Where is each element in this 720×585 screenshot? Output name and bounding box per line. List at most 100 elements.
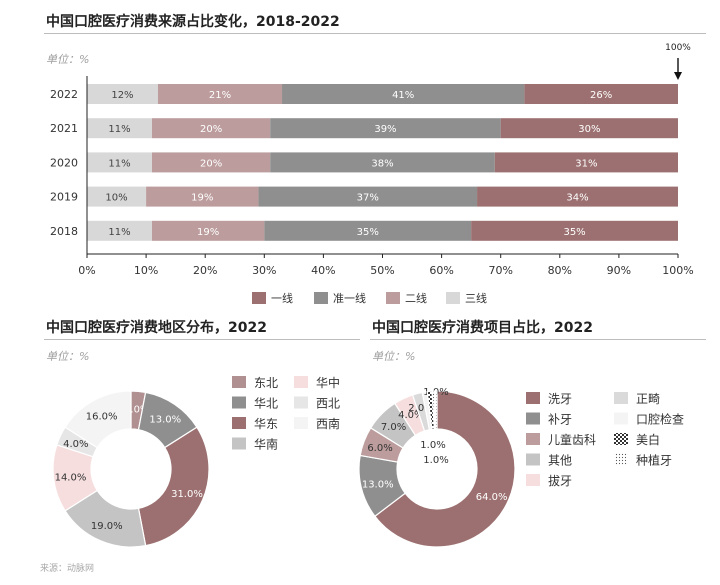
bar-value-label: 35% — [357, 227, 379, 238]
donut-value-label: 1.0% — [420, 440, 445, 451]
donut-slice-cleaning — [374, 390, 516, 548]
x-tick-label: 70% — [488, 264, 512, 277]
legend-label: 西北 — [316, 397, 340, 411]
bar-value-label: 38% — [371, 158, 393, 169]
bar-segment-tier2 — [157, 84, 283, 104]
donut-value-label: 7.0% — [381, 422, 406, 433]
legend-swatch-central — [294, 376, 308, 388]
x-tick-label: 20% — [193, 264, 217, 277]
legend-swatch-filling — [526, 412, 540, 425]
bar-value-label: 19% — [197, 227, 219, 238]
project-chart-title: 中国口腔医疗消费项目占比，2022 — [372, 320, 593, 336]
bar-value-label: 11% — [108, 158, 130, 169]
legend-label: 西南 — [316, 416, 340, 431]
donut-value-label: 19.0% — [91, 521, 123, 532]
legend-swatch-cleaning — [526, 392, 540, 404]
bar-segment-tier2 — [152, 152, 271, 173]
x-tick-label: 30% — [252, 264, 276, 277]
bar-segment-tier1 — [494, 152, 678, 173]
bar-value-label: 37% — [357, 193, 379, 204]
legend-label: 洗牙 — [548, 392, 572, 406]
x-tick-label: 60% — [429, 264, 453, 277]
bar-segment-tier3 — [87, 84, 158, 104]
total-marker-label: 100% — [665, 43, 691, 53]
legend-label: 二线 — [405, 291, 427, 305]
bar-value-label: 12% — [111, 90, 133, 101]
bar-value-label: 39% — [374, 124, 396, 135]
region-title-rule — [44, 339, 360, 340]
legend-swatch-southwest — [294, 417, 308, 429]
year-tick-label: 2020 — [50, 156, 78, 169]
x-tick-label: 90% — [607, 264, 631, 277]
bar-value-label: 20% — [200, 124, 222, 135]
legend-swatch-other — [526, 453, 540, 466]
legend-label: 正畸 — [636, 392, 660, 406]
bar-value-label: 31% — [575, 158, 597, 169]
legend-swatch-northwest — [294, 396, 308, 409]
bar-segment-tier2 — [146, 186, 259, 207]
donut-value-label: 64.0% — [476, 492, 508, 503]
legend-label: 华南 — [254, 437, 278, 452]
bar-value-label: 41% — [392, 90, 414, 101]
legend-label: 其他 — [548, 454, 572, 468]
bar-value-label: 35% — [563, 227, 585, 238]
legend-label: 准一线 — [333, 291, 366, 305]
x-tick-label: 80% — [548, 264, 572, 277]
donut-value-label: 16.0% — [86, 412, 118, 423]
bar-segment-tier1 — [471, 220, 678, 241]
bar-segment-tier3 — [87, 186, 147, 207]
region-donut: 3.0%13.0% 31.0% 19.0% 14.0% 4.0% 16.0% — [52, 390, 210, 548]
stacked-bar-chart: 2022 12% 21% 41% 26% 2021 11% 20% 39% 30% 2020 11% 2… — [50, 43, 694, 305]
donut-value-label: 4.0% — [398, 410, 423, 421]
bar-value-label: 11% — [108, 124, 130, 135]
bar-segment-tier_new1 — [270, 152, 495, 173]
legend-swatch-north — [232, 396, 246, 409]
legend-label: 儿童齿科 — [548, 432, 596, 447]
legend-swatch-orthodontics — [614, 392, 628, 404]
year-tick-label: 2018 — [50, 225, 78, 238]
legend-label: 华中 — [316, 375, 340, 390]
legend-label: 一线 — [271, 291, 293, 305]
bar-segment-tier3 — [87, 220, 153, 241]
legend-swatch-tier2 — [386, 292, 400, 304]
legend-label: 三线 — [465, 291, 487, 305]
legend-swatch-tier3 — [446, 292, 460, 304]
bar-segment-tier1 — [524, 84, 678, 104]
legend-swatch-extraction — [526, 474, 540, 486]
stacked-unit-label: 单位：% — [46, 53, 90, 66]
bar-segment-tier3 — [87, 118, 153, 139]
legend-swatch-tier_new1 — [314, 292, 328, 304]
bar-segment-tier2 — [152, 220, 265, 241]
legend-label: 补牙 — [548, 413, 572, 427]
stacked-chart-title: 中国口腔医疗消费来源占比变化，2018-2022 — [46, 14, 340, 30]
x-tick-label: 50% — [370, 264, 394, 277]
legend-swatch-implant — [614, 453, 628, 466]
stacked-title-rule — [44, 33, 706, 34]
bar-value-label: 34% — [566, 193, 588, 204]
donut-slice-southwest — [64, 390, 132, 449]
bar-value-label: 21% — [209, 90, 231, 101]
x-tick-label: 40% — [311, 264, 335, 277]
project-donut: 64.0%13.0%6.0%7.0%4.0%2.0%1.0%1.0%1.0% — [358, 387, 516, 548]
legend-label: 拔牙 — [548, 473, 572, 488]
legend-swatch-whitening — [614, 433, 628, 445]
legend-swatch-checkup — [614, 412, 628, 425]
bar-segment-tier3 — [87, 152, 153, 173]
year-tick-label: 2022 — [50, 88, 78, 101]
year-tick-label: 2019 — [50, 191, 78, 204]
legend-label: 华北 — [254, 397, 278, 411]
donut-value-label: 13.0% — [149, 415, 181, 426]
bar-value-label: 26% — [590, 90, 612, 101]
donut-slice-east — [137, 426, 210, 547]
source-note: 来源：动脉网 — [40, 564, 95, 574]
donut-value-label: 13.0% — [362, 479, 394, 490]
legend-swatch-northeast — [232, 376, 246, 388]
x-tick-label: 0% — [78, 264, 95, 277]
region-chart-title: 中国口腔医疗消费地区分布，2022 — [46, 320, 267, 336]
bar-value-label: 10% — [105, 193, 127, 204]
legend-swatch-pediatric — [526, 433, 540, 445]
project-title-rule — [370, 339, 706, 340]
year-tick-label: 2021 — [50, 122, 78, 135]
